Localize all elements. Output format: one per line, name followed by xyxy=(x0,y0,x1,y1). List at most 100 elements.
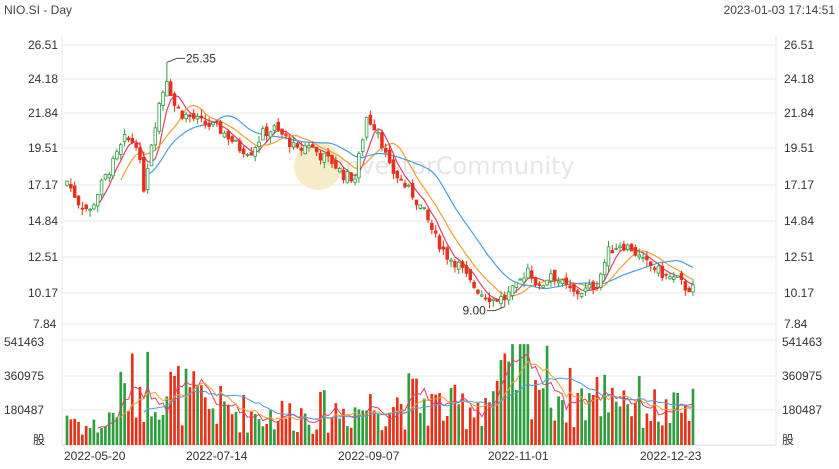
volume-bar xyxy=(507,361,511,445)
candle-body xyxy=(391,159,396,174)
candle-body xyxy=(541,285,545,288)
candle-body xyxy=(464,265,469,274)
candle-body xyxy=(65,180,69,186)
candle-body xyxy=(595,287,599,289)
candle-body xyxy=(207,122,211,127)
candle-body xyxy=(572,284,576,292)
candle-body xyxy=(564,277,569,285)
volume-bar xyxy=(77,421,80,445)
volume-bar xyxy=(637,376,641,445)
candle-body xyxy=(180,110,184,119)
candle-body xyxy=(334,159,338,169)
volume-bar xyxy=(169,371,173,445)
volume-bar xyxy=(334,403,338,445)
volume-bar xyxy=(503,353,507,445)
volume-bar xyxy=(330,417,334,445)
volume-unit-label: 股 xyxy=(33,433,45,447)
volume-bar xyxy=(611,387,614,445)
candle-body xyxy=(318,152,323,161)
candle-body xyxy=(291,141,296,148)
volume-bar xyxy=(480,426,484,445)
volume-bar xyxy=(69,419,73,445)
volume-bar xyxy=(111,413,115,445)
candle-body xyxy=(433,230,438,234)
volume-bar xyxy=(399,404,403,445)
volume-bar xyxy=(468,407,472,445)
volume-bar xyxy=(403,429,407,445)
volume-bar xyxy=(657,421,660,445)
candle-body xyxy=(407,184,411,187)
volume-bar xyxy=(322,390,326,445)
candle-body xyxy=(211,121,215,126)
volume-bar xyxy=(338,418,342,445)
volume-bar xyxy=(123,383,126,445)
volume-bar xyxy=(549,407,553,445)
candle-body xyxy=(311,144,315,148)
candle-body xyxy=(679,272,684,281)
volume-bar xyxy=(165,396,169,445)
volume-bar xyxy=(622,390,626,445)
volume-bar xyxy=(134,417,138,445)
volume-bar xyxy=(595,376,599,445)
candle-body xyxy=(276,121,280,131)
candle-body xyxy=(230,136,234,142)
left-price-tick: 17.17 xyxy=(28,178,58,192)
candle-body xyxy=(184,113,188,120)
candle-body xyxy=(560,279,565,284)
left-price-tick: 10.17 xyxy=(28,286,58,300)
volume-bar xyxy=(342,408,345,445)
volume-bar xyxy=(530,419,534,445)
candle-body xyxy=(111,158,115,177)
volume-bar xyxy=(203,397,207,445)
volume-bar xyxy=(365,410,368,445)
candle-body xyxy=(556,280,561,284)
candle-body xyxy=(618,245,622,249)
candle-body xyxy=(410,183,415,198)
volume-bar xyxy=(315,429,318,445)
candle-body xyxy=(460,261,465,268)
candle-body xyxy=(660,265,665,278)
candle-body xyxy=(664,273,668,276)
candle-body xyxy=(691,284,695,293)
candle-body xyxy=(614,248,618,250)
volume-bar xyxy=(445,415,449,445)
candle-body xyxy=(218,121,223,134)
candle-body xyxy=(99,179,104,196)
left-price-tick: 19.51 xyxy=(28,141,58,155)
right-volume-tick: 360975 xyxy=(782,369,822,383)
low-marker-label: 9.00 xyxy=(462,304,486,318)
volume-ma-line-ma20 xyxy=(143,377,694,420)
candle-body xyxy=(372,124,376,131)
right-price-tick: 12.51 xyxy=(784,250,814,264)
volume-bar xyxy=(495,380,499,445)
chart-title: NIO.SI - Day xyxy=(4,3,72,17)
candle-body xyxy=(480,294,484,297)
candle-body xyxy=(518,278,522,281)
candle-body xyxy=(437,235,442,250)
volume-bar xyxy=(418,413,422,445)
right-price-tick: 14.84 xyxy=(784,214,814,228)
candlesticks xyxy=(65,62,695,309)
candle-body xyxy=(499,296,503,305)
right-price-tick: 21.84 xyxy=(784,106,814,120)
volume-bar xyxy=(461,393,464,445)
volume-bar xyxy=(238,432,242,445)
candle-body xyxy=(353,178,357,183)
volume-bar xyxy=(288,403,292,445)
volume-bar xyxy=(84,425,88,445)
candle-body xyxy=(295,143,300,148)
high-marker-line xyxy=(166,57,185,63)
volume-bar xyxy=(584,420,587,445)
volume-bar xyxy=(384,426,388,445)
volume-bar xyxy=(215,423,219,445)
candle-body xyxy=(238,140,242,152)
candle-body xyxy=(641,257,645,259)
volume-bar xyxy=(303,413,307,445)
volume-bar xyxy=(668,422,672,445)
candle-body xyxy=(514,281,519,288)
volume-bar xyxy=(349,427,353,445)
volume-bar xyxy=(499,360,503,445)
volume-bar xyxy=(683,405,687,445)
candle-body xyxy=(364,116,369,138)
